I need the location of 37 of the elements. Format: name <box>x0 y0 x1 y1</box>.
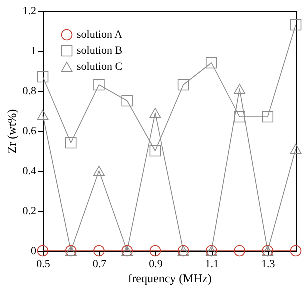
y-tick-label: 0.6 <box>22 126 37 138</box>
point <box>37 110 49 120</box>
point <box>290 144 302 154</box>
point <box>262 111 274 123</box>
y-tick-label: 0.4 <box>22 166 37 178</box>
y-tick-label: 0 <box>31 246 37 258</box>
legend-label: solution A <box>77 29 123 41</box>
point <box>150 145 162 157</box>
point <box>150 245 162 257</box>
x-axis-title: frequency (MHz) <box>128 272 212 286</box>
point <box>234 245 246 257</box>
x-tick-label: 0.9 <box>149 258 164 270</box>
legend-label: solution C <box>77 61 123 73</box>
point <box>290 19 302 31</box>
y-tick-label: 0.8 <box>22 86 37 98</box>
x-tick-label: 0.5 <box>36 258 51 270</box>
point <box>234 84 246 94</box>
point <box>94 166 105 176</box>
point <box>150 108 162 118</box>
point <box>206 57 218 69</box>
x-tick-label: 1.3 <box>262 258 276 270</box>
point <box>37 245 49 257</box>
y-tick-label: 1 <box>31 46 36 58</box>
legend-label: solution B <box>77 45 123 57</box>
point <box>37 71 49 83</box>
x-tick-label: 1.1 <box>205 258 220 270</box>
point <box>65 137 77 149</box>
point <box>178 79 190 91</box>
x-tick-label: 0.7 <box>92 258 108 270</box>
y-axis-title: Zr (wt%) <box>4 109 19 154</box>
point <box>234 111 246 123</box>
point <box>122 95 133 107</box>
y-tick-label: 0.2 <box>22 206 36 218</box>
point <box>94 245 105 257</box>
point <box>290 245 302 257</box>
y-tick-label: 1.2 <box>22 6 36 18</box>
point <box>94 79 105 91</box>
